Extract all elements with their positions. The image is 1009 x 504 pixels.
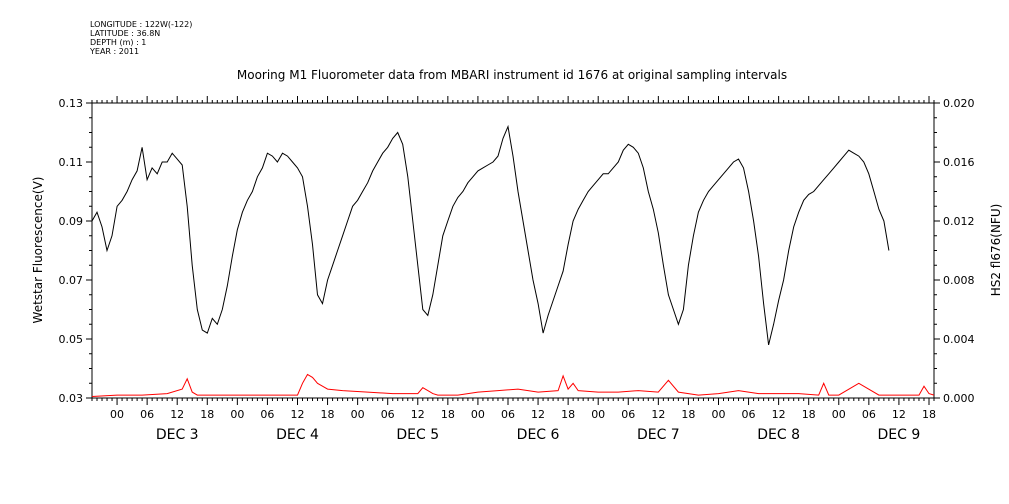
right-y-tick-label: 0.004	[943, 333, 975, 346]
x-hour-label: 06	[381, 408, 395, 421]
x-hour-label: 18	[561, 408, 575, 421]
x-hour-label: 18	[922, 408, 936, 421]
x-hour-label: 12	[892, 408, 906, 421]
right-y-tick-label: 0.016	[943, 156, 975, 169]
x-hour-label: 12	[170, 408, 184, 421]
left-y-tick-label: 0.03	[59, 392, 84, 405]
x-hour-label: 00	[230, 408, 244, 421]
x-hour-label: 00	[711, 408, 725, 421]
x-hour-label: 00	[591, 408, 605, 421]
year-text: YEAR : 2011	[90, 47, 140, 56]
right-y-tick-label: 0.008	[943, 274, 975, 287]
hs2-series-line	[91, 373, 935, 397]
right-y-tick-label: 0.020	[943, 97, 975, 110]
left-y-axis-label: Wetstar Fluorescence(V)	[31, 177, 45, 324]
x-hour-label: 18	[441, 408, 455, 421]
left-y-tick-label: 0.09	[59, 215, 84, 228]
x-hour-label: 12	[772, 408, 786, 421]
x-hour-label: 00	[832, 408, 846, 421]
x-hour-label: 06	[742, 408, 756, 421]
x-hour-label: 06	[621, 408, 635, 421]
wetstar-series-line	[91, 124, 890, 346]
x-hour-label: 06	[862, 408, 876, 421]
x-hour-label: 18	[802, 408, 816, 421]
right-y-axis: 0.000 0.004 0.008 0.012 0.016 0.020	[934, 97, 975, 405]
left-y-tick-label: 0.07	[59, 274, 84, 287]
left-y-axis: 0.03 0.05 0.07 0.09 0.11 0.13	[59, 97, 92, 405]
x-day-label: DEC 3	[156, 427, 199, 443]
x-hour-label: 12	[531, 408, 545, 421]
left-y-tick-label: 0.11	[59, 156, 84, 169]
x-hour-label: 06	[501, 408, 515, 421]
right-y-tick-label: 0.000	[943, 392, 975, 405]
right-y-tick-label: 0.012	[943, 215, 975, 228]
x-hour-label: 00	[471, 408, 485, 421]
x-day-label: DEC 8	[757, 427, 800, 443]
x-hour-label: 12	[651, 408, 665, 421]
x-hour-label: 18	[200, 408, 214, 421]
x-hour-label: 00	[110, 408, 124, 421]
left-y-tick-label: 0.13	[59, 97, 84, 110]
latitude-text: LATITUDE : 36.8N	[90, 29, 161, 38]
x-day-label: DEC 4	[276, 427, 319, 443]
x-day-label: DEC 6	[517, 427, 560, 443]
x-hour-label: 12	[290, 408, 304, 421]
x-axis-labels: 00 06 12 18 00 06 12 18 00 06 12 18 00 06 12 18 00 06 12 18…	[110, 408, 936, 443]
longitude-text: LONGITUDE : 122W(-122)	[90, 20, 193, 29]
x-day-label: DEC 9	[878, 427, 921, 443]
series-lines	[91, 124, 935, 397]
depth-text: DEPTH (m) : 1	[90, 38, 147, 47]
x-hour-label: 00	[351, 408, 365, 421]
right-y-axis-label: HS2 fl676(NFU)	[989, 204, 1003, 297]
x-day-label: DEC 5	[396, 427, 439, 443]
metadata-block: LONGITUDE : 122W(-122) LATITUDE : 36.8N …	[90, 20, 192, 56]
x-hour-label: 12	[411, 408, 425, 421]
x-day-label: DEC 7	[637, 427, 680, 443]
chart-title: Mooring M1 Fluorometer data from MBARI i…	[237, 68, 787, 82]
axis-ticks	[91, 96, 935, 405]
x-hour-label: 18	[681, 408, 695, 421]
plot-frame	[91, 102, 935, 399]
x-hour-label: 06	[140, 408, 154, 421]
left-y-tick-label: 0.05	[59, 333, 84, 346]
x-hour-label: 18	[321, 408, 335, 421]
x-hour-label: 06	[260, 408, 274, 421]
